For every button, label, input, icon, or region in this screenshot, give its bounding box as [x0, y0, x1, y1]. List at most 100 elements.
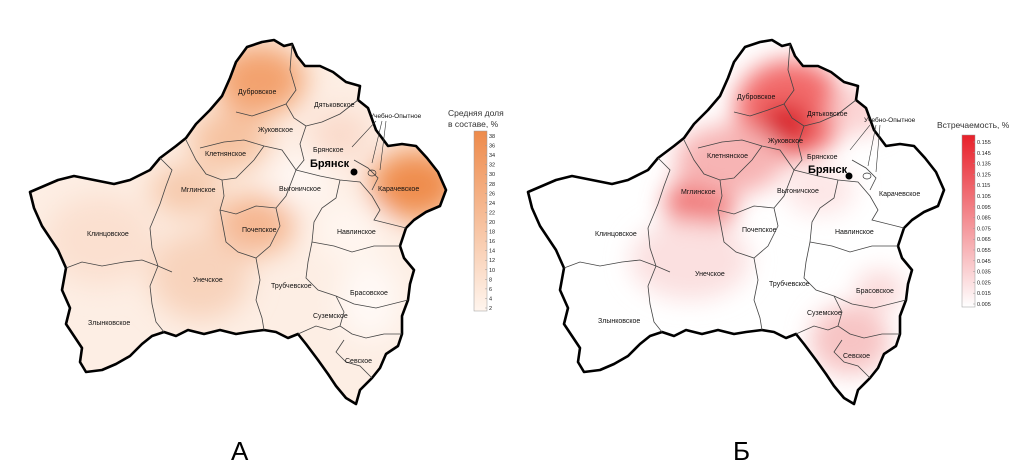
district-border-line — [851, 159, 877, 191]
label-zlynkovskoe-b: Злынковское — [598, 318, 640, 325]
legend-tick-label: 0.105 — [977, 194, 991, 200]
district-border-line — [335, 295, 409, 309]
legend-tick-label: 20 — [489, 220, 495, 226]
special-area-marker-b — [862, 172, 872, 180]
legend-tick-label: 14 — [489, 249, 495, 255]
label-pochepskoe-b: Почепское — [742, 227, 777, 234]
legend-tick-label: 0.045 — [977, 259, 991, 265]
label-zlynkovskoe: Злынковское — [88, 320, 130, 327]
label-city-bryansk-b: Брянск — [808, 164, 848, 176]
district-border-line — [795, 325, 839, 335]
legend-tick-label: 4 — [489, 296, 492, 302]
legend-tick-label: 0.085 — [977, 216, 991, 222]
legend-tick-label: 10 — [489, 268, 495, 274]
district-border-line — [803, 241, 835, 297]
legend-a-color-bar — [473, 130, 488, 312]
label-karachevskoe-b: Карачевское — [879, 191, 920, 198]
label-sevskoe-b: Севское — [843, 353, 870, 360]
label-sevskoe: Севское — [345, 358, 372, 365]
label-bryanskoe: Брянское — [313, 147, 344, 154]
labels-b: Дубровское Дятьковское Жуковское Клетнян… — [595, 93, 920, 360]
legend-tick-label: 22 — [489, 210, 495, 216]
district-border-line — [803, 99, 857, 127]
label-unechskoe: Унечское — [193, 277, 223, 284]
label-dubrovskoe-b: Дубровское — [737, 93, 775, 101]
label-vygonichskoe: Выгоничское — [279, 186, 321, 193]
legend-tick-label: 8 — [489, 277, 492, 283]
legend-a-ticks: 38 36 34 32 30 28 26 24 22 20 18 16 14 12 10 8 6 4 2 — [485, 134, 495, 312]
legend-tick-label: 0.035 — [977, 270, 991, 276]
legend-tick-label: 30 — [489, 172, 495, 178]
district-border-line — [199, 139, 297, 171]
legend-b: Встречаемость, % 0.1550.1450.1350.1250.1… — [937, 120, 1010, 308]
label-vygonichskoe-b: Выгоничское — [777, 188, 819, 195]
label-special-area: Учебно-Опытное — [370, 112, 422, 120]
region-outline-b — [526, 38, 946, 406]
district-border-line — [783, 43, 805, 127]
district-border-line — [285, 43, 307, 127]
district-border-line — [809, 179, 839, 243]
district-border-line — [305, 99, 359, 127]
district-border-line — [833, 295, 907, 309]
legend-tick-label: 0.155 — [977, 140, 991, 146]
label-zhukovskoe-b: Жуковское — [768, 138, 803, 145]
label-dyatkovskoe-b: Дятьковское — [807, 111, 848, 118]
map-panel-a — [28, 38, 448, 406]
label-suzemskoe: Суземское — [313, 313, 348, 320]
label-zhukovskoe: Жуковское — [258, 127, 293, 134]
district-border-line — [353, 159, 379, 191]
legend-tick-label: 0.005 — [977, 302, 991, 308]
district-border-line — [295, 125, 307, 171]
legend-tick-label: 0.115 — [977, 183, 990, 189]
legend-tick-label: 0.095 — [977, 205, 991, 211]
district-border-line — [311, 241, 400, 253]
label-city-bryansk: Брянск — [310, 158, 350, 170]
district-border-line — [833, 295, 900, 339]
district-border-line — [297, 325, 341, 335]
legend-tick-label: 26 — [489, 191, 495, 197]
label-navlinskoe-b: Навлинское — [835, 229, 874, 236]
legend-b-title: Встречаемость, % — [937, 120, 1010, 130]
label-kletnyanskoe-b: Клетнянское — [707, 153, 748, 160]
map-panel-b — [526, 38, 946, 406]
label-klintsovskoe-b: Клинцовское — [595, 231, 637, 238]
district-border-line — [255, 257, 265, 331]
district-border-line — [753, 257, 763, 331]
label-trubchevskoe-b: Трубчевское — [769, 280, 810, 288]
label-klintsovskoe: Клинцовское — [87, 231, 129, 238]
legend-b-color-bar — [961, 134, 976, 308]
label-karachevskoe: Карачевское — [378, 186, 419, 193]
legend-a: Средняя доля в составе, % 38363432302826… — [448, 108, 504, 312]
region-outline-a — [28, 38, 448, 406]
district-borders-b — [563, 43, 907, 379]
label-special-area-b: Учебно-Опытное — [864, 116, 916, 124]
label-pochepskoe: Почепское — [242, 227, 277, 234]
district-border-line — [833, 339, 871, 379]
label-kletnyanskoe: Клетнянское — [205, 151, 246, 158]
legend-tick-label: 38 — [489, 134, 495, 140]
district-borders-a — [65, 43, 409, 379]
legend-tick-label: 24 — [489, 201, 495, 207]
legend-a-title-line1: Средняя доля — [448, 108, 504, 118]
legend-tick-label: 16 — [489, 239, 495, 245]
legend-tick-label: 28 — [489, 182, 495, 188]
legend-tick-label: 2 — [489, 306, 492, 312]
district-border-line — [235, 103, 287, 117]
district-border-line — [647, 265, 663, 333]
district-border-line — [335, 339, 373, 379]
label-brasovskoe: Брасовское — [350, 290, 388, 297]
legend-tick-label: 34 — [489, 153, 495, 159]
legend-tick-label: 0.075 — [977, 226, 991, 232]
legend-tick-label: 0.055 — [977, 248, 991, 254]
district-border-line — [305, 241, 337, 297]
legend-b-ticks: 0.155 0.145 0.135 0.125 0.115 0.105 0.095 0.085… — [973, 140, 991, 308]
label-mglinskoe: Мглинское — [181, 187, 216, 194]
label-dyatkovskoe: Дятьковское — [314, 102, 355, 109]
labels-a: Дубровское Дятьковское Жуковское Клетнян… — [87, 88, 422, 365]
special-area-leader-lines — [351, 120, 387, 171]
city-marker-icon-b — [845, 172, 853, 180]
district-border-line — [717, 169, 795, 215]
district-border-line — [809, 241, 898, 253]
